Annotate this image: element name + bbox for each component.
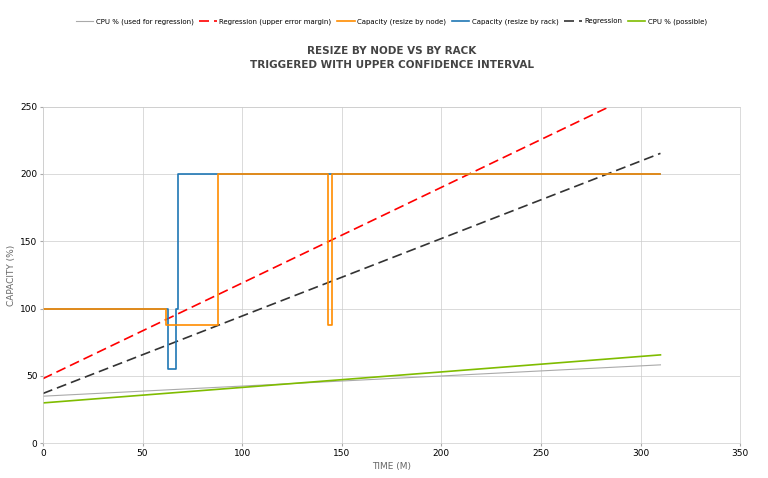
Capacity (resize by rack) <box>187 171 197 177</box>
CPU % (possible) <box>638 353 647 359</box>
CPU % (used for regression) <box>38 393 48 399</box>
Line: CPU % (possible): CPU % (possible) <box>43 355 660 403</box>
Capacity (resize by node) <box>214 171 223 177</box>
Title: RESIZE BY NODE VS BY RACK
TRIGGERED WITH UPPER CONFIDENCE INTERVAL: RESIZE BY NODE VS BY RACK TRIGGERED WITH… <box>250 45 534 70</box>
Capacity (resize by rack) <box>38 306 48 312</box>
CPU % (used for regression) <box>339 378 348 384</box>
Capacity (resize by node) <box>162 306 171 312</box>
Line: Regression: Regression <box>43 153 660 393</box>
CPU % (possible) <box>525 362 534 368</box>
Capacity (resize by rack) <box>164 306 173 312</box>
CPU % (used for regression) <box>323 379 332 385</box>
Regression <box>637 158 647 163</box>
Line: CPU % (used for regression): CPU % (used for regression) <box>43 365 660 396</box>
CPU % (possible) <box>656 352 665 358</box>
Legend: CPU % (used for regression), Regression (upper error margin), Capacity (resize b: CPU % (used for regression), Regression … <box>73 16 710 28</box>
CPU % (possible) <box>323 378 332 384</box>
Capacity (resize by node) <box>162 322 171 327</box>
Regression <box>638 157 647 163</box>
Regression (upper error margin) <box>525 142 534 148</box>
Regression <box>70 379 79 384</box>
Regression (upper error margin) <box>339 232 348 238</box>
CPU % (possible) <box>38 400 48 406</box>
Capacity (resize by node) <box>214 322 223 327</box>
Capacity (resize by rack) <box>656 171 665 177</box>
CPU % (used for regression) <box>70 391 79 397</box>
CPU % (used for regression) <box>637 363 647 369</box>
Capacity (resize by rack) <box>172 306 181 312</box>
Regression (upper error margin) <box>656 79 665 85</box>
Regression <box>525 202 534 207</box>
CPU % (possible) <box>339 377 348 382</box>
Capacity (resize by node) <box>327 322 336 327</box>
Regression <box>656 151 665 156</box>
CPU % (used for regression) <box>525 369 534 374</box>
Capacity (resize by node) <box>323 171 333 177</box>
Capacity (resize by rack) <box>187 171 197 177</box>
CPU % (used for regression) <box>638 363 647 369</box>
Regression <box>38 391 48 396</box>
Capacity (resize by rack) <box>174 171 183 177</box>
Regression (upper error margin) <box>323 239 332 245</box>
Line: Capacity (resize by rack): Capacity (resize by rack) <box>43 174 660 369</box>
Line: Regression (upper error margin): Regression (upper error margin) <box>43 82 660 379</box>
Line: Capacity (resize by node): Capacity (resize by node) <box>43 174 660 325</box>
Regression (upper error margin) <box>38 376 48 381</box>
CPU % (possible) <box>637 353 647 359</box>
Regression (upper error margin) <box>638 88 647 94</box>
Capacity (resize by rack) <box>164 366 173 372</box>
Regression <box>323 280 332 286</box>
X-axis label: TIME (M): TIME (M) <box>372 462 411 471</box>
Capacity (resize by rack) <box>172 366 181 372</box>
Y-axis label: CAPACITY (%): CAPACITY (%) <box>7 244 16 305</box>
Regression (upper error margin) <box>70 361 79 367</box>
Capacity (resize by node) <box>656 171 665 177</box>
Capacity (resize by node) <box>327 171 336 177</box>
CPU % (possible) <box>70 398 79 403</box>
Regression <box>339 274 348 280</box>
Capacity (resize by rack) <box>174 306 183 312</box>
Capacity (resize by node) <box>323 322 333 327</box>
Capacity (resize by node) <box>38 306 48 312</box>
CPU % (used for regression) <box>656 362 665 368</box>
Regression (upper error margin) <box>637 88 647 94</box>
